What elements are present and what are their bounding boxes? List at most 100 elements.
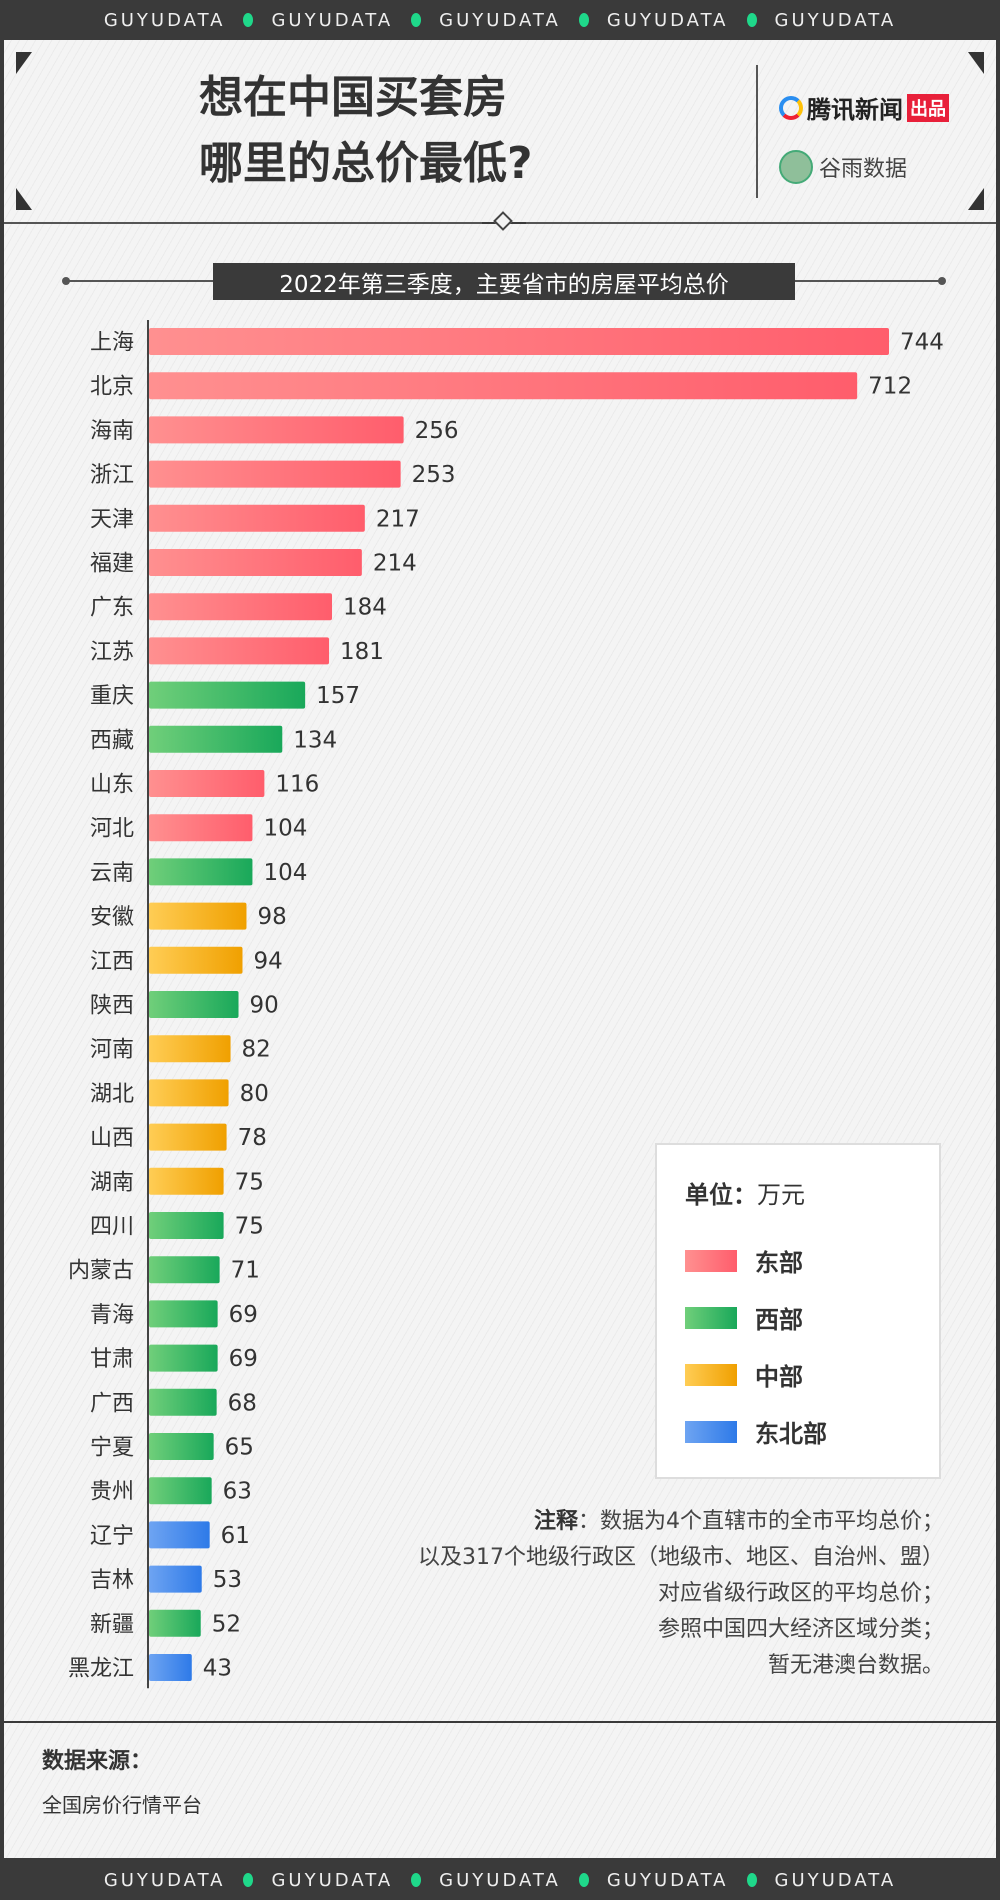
dot-icon [411, 13, 422, 27]
category-label: 福建 [90, 552, 134, 577]
bird-icon [779, 150, 813, 184]
value-label: 217 [376, 506, 420, 532]
source: 数据来源： 全国房价行情平台 [42, 1743, 202, 1818]
value-label: 214 [373, 551, 417, 577]
bar [149, 416, 404, 444]
title-line-2: 哪里的总价最低? [199, 138, 533, 189]
category-label: 浙江 [90, 463, 134, 488]
legend-swatch [685, 1420, 737, 1443]
category-label: 黑龙江 [68, 1657, 134, 1682]
band-text: GUYUDATA [439, 9, 561, 31]
band-text: GUYUDATA [103, 9, 226, 31]
value-label: 75 [235, 1169, 264, 1195]
value-label: 104 [263, 860, 307, 886]
category-label: 北京 [90, 375, 134, 400]
bar [149, 1433, 214, 1460]
bar [149, 1388, 217, 1416]
dot-icon [578, 13, 589, 27]
bar [149, 1123, 227, 1151]
note-line: 暂无港澳台数据。 [767, 1653, 944, 1678]
category-label: 上海 [90, 331, 134, 356]
legend-item: 西部 [685, 1289, 911, 1346]
category-label: 贵州 [90, 1480, 134, 1505]
divider [526, 222, 996, 224]
legend-swatch [685, 1363, 737, 1386]
legend: 单位：万元 东部西部中部东北部 [655, 1143, 941, 1479]
dot-icon [411, 1873, 422, 1887]
category-label: 内蒙古 [68, 1259, 134, 1284]
band-text: GUYUDATA [774, 1869, 897, 1891]
category-label: 吉林 [90, 1568, 134, 1593]
bar [149, 372, 858, 400]
note-line: 参照中国四大经济区域分类； [657, 1617, 944, 1642]
legend-label: 东部 [755, 1249, 803, 1277]
corner-mark [16, 52, 32, 74]
category-label: 海南 [90, 419, 134, 444]
bar [149, 1521, 210, 1549]
value-label: 71 [231, 1258, 260, 1284]
legend-swatch [685, 1249, 737, 1272]
band-text: GUYUDATA [271, 1869, 394, 1891]
band-text: GUYUDATA [774, 9, 897, 31]
category-label: 辽宁 [90, 1524, 134, 1549]
category-label: 西藏 [90, 728, 134, 753]
category-label: 广西 [90, 1391, 134, 1416]
tencent-news-logo: 腾讯新闻 出品 [779, 90, 949, 125]
value-label: 78 [238, 1125, 267, 1151]
bar [149, 460, 401, 488]
legend-unit: 单位：万元 [685, 1175, 911, 1210]
bar [149, 725, 283, 753]
value-label: 53 [213, 1567, 242, 1593]
value-label: 52 [212, 1611, 241, 1637]
category-label: 湖北 [90, 1082, 134, 1107]
legend-label: 中部 [755, 1363, 803, 1391]
value-label: 98 [257, 904, 286, 930]
logo1-tag: 出品 [907, 93, 949, 122]
bar [149, 1035, 231, 1063]
value-label: 256 [415, 418, 459, 444]
legend-label: 东北部 [755, 1420, 827, 1448]
value-label: 104 [263, 816, 307, 842]
unit-value: 万元 [757, 1181, 805, 1209]
bar [149, 902, 247, 930]
category-label: 湖南 [90, 1170, 134, 1195]
band-text: GUYUDATA [439, 1869, 561, 1891]
band-text: GUYUDATA [606, 1869, 729, 1891]
category-label: 山西 [90, 1126, 134, 1151]
dot-icon [243, 1873, 254, 1887]
bar [149, 1344, 218, 1372]
category-label: 重庆 [90, 684, 134, 709]
value-label: 69 [229, 1346, 258, 1372]
category-label: 陕西 [90, 994, 134, 1019]
title-line-1: 想在中国买套房 [199, 72, 507, 123]
dot-icon [746, 1873, 757, 1887]
legend-swatch [685, 1306, 737, 1329]
category-label: 宁夏 [90, 1436, 134, 1461]
divider [756, 65, 758, 198]
dot-icon [243, 13, 254, 27]
category-label: 天津 [90, 507, 134, 532]
page-title: 想在中国买套房 哪里的总价最低? [199, 65, 533, 197]
category-label: 四川 [90, 1215, 134, 1240]
category-label: 江西 [90, 949, 134, 974]
bar [149, 858, 253, 886]
corner-mark [968, 52, 984, 74]
chart-title: 2022年第三季度，主要省市的房屋平均总价 [213, 263, 795, 300]
value-label: 116 [275, 772, 319, 798]
corner-mark [16, 188, 32, 210]
value-label: 65 [225, 1435, 254, 1461]
bar [149, 991, 239, 1018]
band-text: GUYUDATA [103, 1869, 226, 1891]
legend-label: 西部 [755, 1306, 803, 1334]
bar [149, 770, 265, 797]
category-label: 安徽 [90, 905, 134, 930]
category-label: 江苏 [90, 640, 134, 665]
note: 注释：数据为4个直辖市的全市平均总价； 以及317个地级行政区（地级市、地区、自… [418, 1504, 944, 1684]
value-label: 75 [235, 1214, 264, 1240]
unit-label: 单位： [685, 1181, 757, 1209]
footer: 数据来源： 全国房价行情平台 [4, 1723, 996, 1858]
category-label: 河南 [90, 1038, 134, 1063]
value-label: 134 [293, 727, 337, 753]
tencent-news-icon [779, 95, 803, 120]
bar [149, 1167, 224, 1195]
